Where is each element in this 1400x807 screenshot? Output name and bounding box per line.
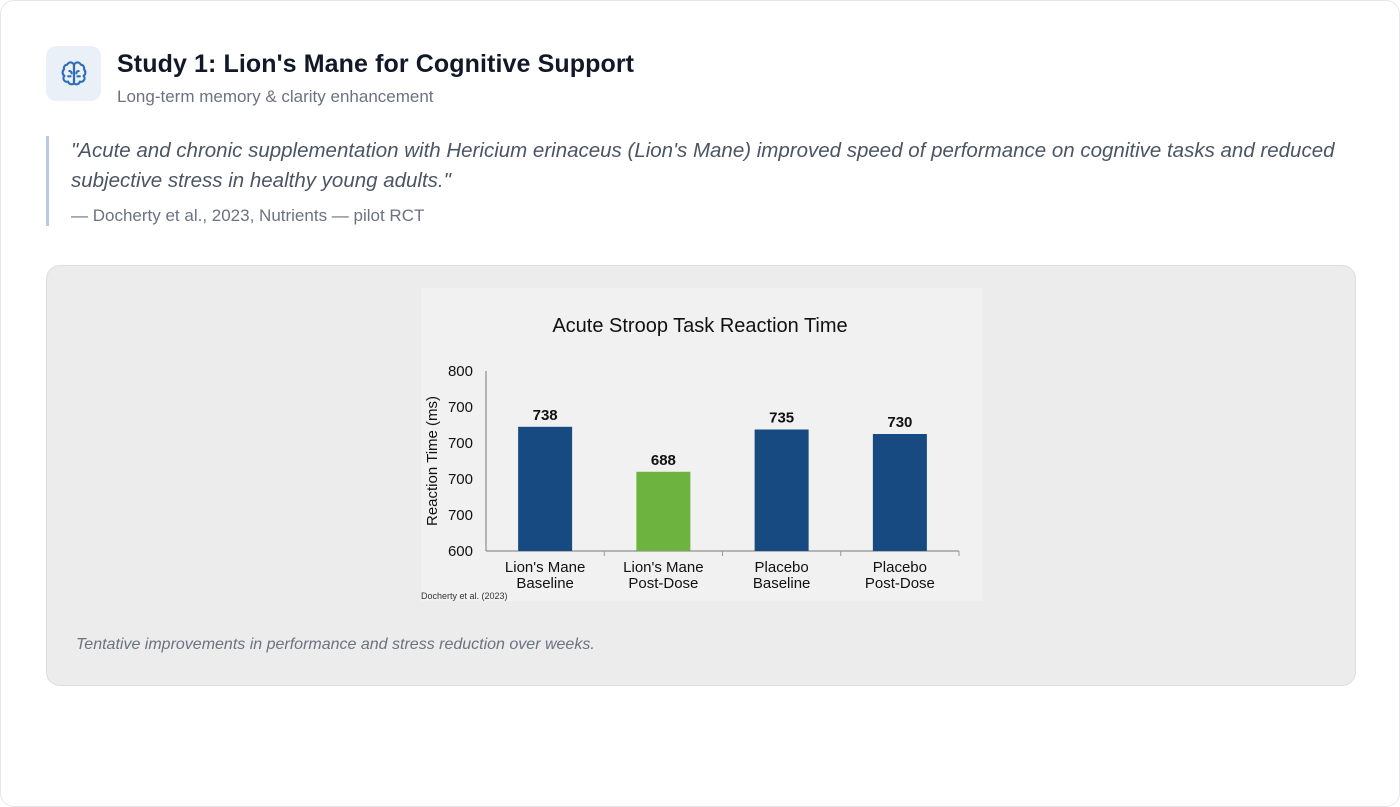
y-tick-label: 700 <box>448 471 473 488</box>
y-tick-label: 700 <box>448 435 473 452</box>
data-label: 688 <box>651 452 676 469</box>
data-label: 730 <box>887 414 912 431</box>
y-tick-label: 700 <box>448 507 473 524</box>
data-label: 738 <box>533 407 558 424</box>
quote-text: "Acute and chronic supplementation with … <box>71 139 1335 192</box>
chart-image: Acute Stroop Task Reaction Time Reaction … <box>421 288 982 601</box>
y-axis-label: Reaction Time (ms) <box>424 396 441 526</box>
brain-icon-badge <box>46 46 101 101</box>
page-title: Study 1: Lion's Mane for Cognitive Suppo… <box>117 50 635 78</box>
x-tick-label: Lion's Mane <box>623 559 703 576</box>
x-tick-label: Placebo <box>755 559 809 576</box>
x-tick-label: Placebo <box>873 559 927 576</box>
brain-icon <box>61 60 86 85</box>
figure-panel: Acute Stroop Task Reaction Time Reaction … <box>46 265 1356 686</box>
bar <box>518 426 573 551</box>
x-tick-label: Baseline <box>753 575 811 592</box>
bar <box>872 434 927 551</box>
x-tick-label: Baseline <box>516 575 574 592</box>
x-tick-label: Post-Dose <box>865 575 935 592</box>
study-quote: "Acute and chronic supplementation with … <box>46 136 1371 226</box>
chart-title: Acute Stroop Task Reaction Time <box>552 315 847 337</box>
y-tick-label: 800 <box>448 363 473 380</box>
chart-source-note: Docherty et al. (2023) <box>421 591 508 601</box>
data-label: 735 <box>769 410 794 427</box>
study-header: Study 1: Lion's Mane for Cognitive Suppo… <box>46 46 634 107</box>
figure-caption: Tentative improvements in performance an… <box>76 636 595 653</box>
x-tick-label: Post-Dose <box>628 575 698 592</box>
y-tick-label: 700 <box>448 399 473 416</box>
reaction-time-chart: Acute Stroop Task Reaction Time Reaction … <box>421 315 960 601</box>
quote-citation: — Docherty et al., 2023, Nutrients — pil… <box>71 206 425 225</box>
bar <box>636 471 691 551</box>
page-subtitle: Long-term memory & clarity enhancement <box>117 87 434 106</box>
bar <box>754 429 809 551</box>
x-tick-label: Lion's Mane <box>505 559 585 576</box>
y-tick-label: 600 <box>448 543 473 560</box>
